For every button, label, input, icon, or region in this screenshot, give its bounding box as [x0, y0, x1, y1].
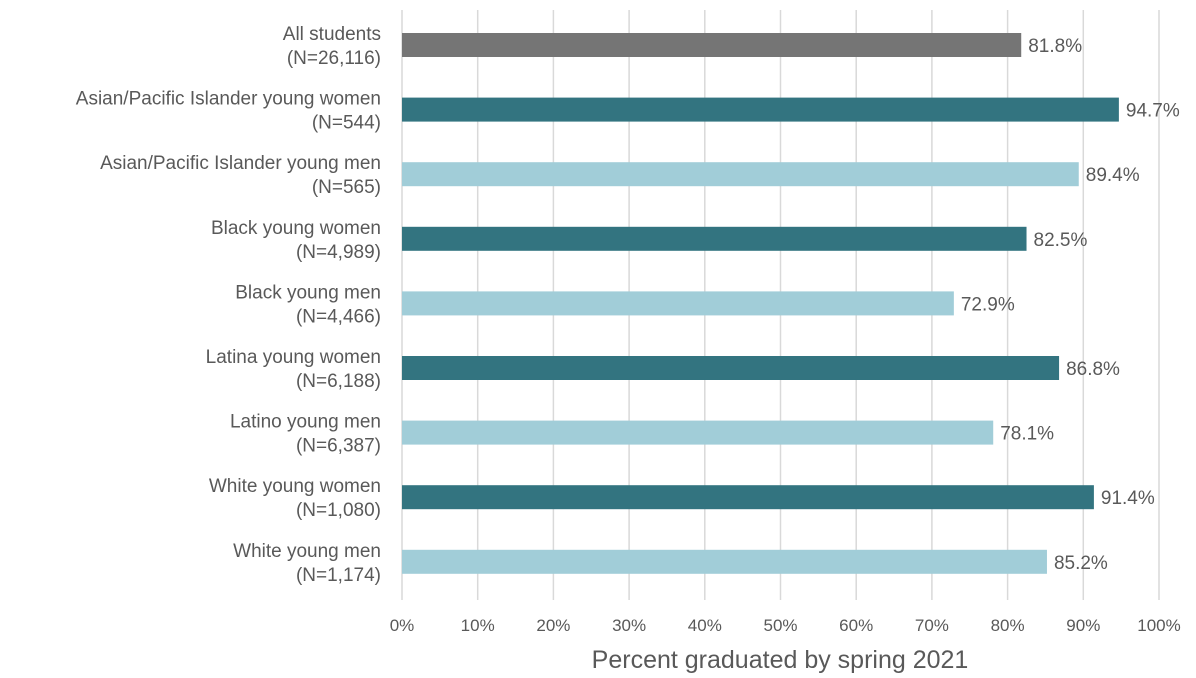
- bar: [402, 485, 1094, 510]
- x-tick-label: 90%: [1066, 616, 1100, 635]
- bar: [402, 420, 994, 445]
- category-sample-size: (N=544): [312, 113, 381, 134]
- category-label: White young women: [209, 476, 381, 497]
- category-sample-size: (N=6,188): [296, 371, 381, 392]
- x-axis-title: Percent graduated by spring 2021: [592, 646, 969, 673]
- category-label: Asian/Pacific Islander young men: [100, 153, 381, 174]
- category-label: All students: [283, 24, 381, 45]
- bar-value-label: 81.8%: [1028, 36, 1082, 57]
- category-sample-size: (N=4,989): [296, 242, 381, 263]
- x-tick-label: 80%: [991, 616, 1025, 635]
- x-tick-label: 50%: [763, 616, 797, 635]
- bar: [402, 356, 1060, 380]
- category-sample-size: (N=4,466): [296, 306, 381, 327]
- bar: [402, 549, 1047, 574]
- bar-value-label: 85.2%: [1054, 553, 1108, 574]
- bar-value-label: 89.4%: [1086, 165, 1140, 186]
- category-label: White young men: [233, 541, 381, 562]
- x-axis-ticks: 0% 10% 20% 30% 40% 50% 60% 70% 80% 90% 100%: [390, 616, 1181, 635]
- x-tick-label: 30%: [612, 616, 646, 635]
- category-sample-size: (N=1,174): [296, 565, 381, 586]
- category-label: Latino young men: [230, 412, 381, 433]
- x-tick-label: 20%: [536, 616, 570, 635]
- category-label: Asian/Pacific Islander young women: [76, 89, 381, 110]
- x-tick-label: 100%: [1137, 616, 1180, 635]
- x-tick-label: 0%: [390, 616, 415, 635]
- category-sample-size: (N=26,116): [287, 48, 381, 69]
- category-sample-size: (N=6,387): [296, 436, 381, 457]
- bar-value-label: 72.9%: [961, 294, 1015, 315]
- bar-value-label: 78.1%: [1000, 424, 1054, 445]
- bar: [402, 97, 1119, 122]
- x-tick-label: 10%: [461, 616, 495, 635]
- category-labels: All students (N=26,116) Asian/Pacific Isla…: [76, 24, 381, 586]
- bar-value-label: 94.7%: [1126, 101, 1180, 122]
- bar: [402, 226, 1027, 251]
- value-labels: 81.8% 94.7% 89.4% 82.5% 72.9% 86.8% 78.1% 91.4%…: [961, 36, 1180, 574]
- category-label: Black young men: [235, 282, 381, 303]
- x-tick-label: 60%: [839, 616, 873, 635]
- category-label: Latina young women: [206, 347, 381, 368]
- category-sample-size: (N=565): [312, 177, 381, 198]
- bars: [402, 33, 1119, 574]
- category-sample-size: (N=1,080): [296, 500, 381, 521]
- bar-value-label: 91.4%: [1101, 488, 1155, 509]
- bar-value-label: 82.5%: [1034, 230, 1088, 251]
- bar-value-label: 86.8%: [1066, 359, 1120, 380]
- bar: [402, 162, 1079, 187]
- bar: [402, 33, 1022, 57]
- x-tick-label: 70%: [915, 616, 949, 635]
- category-label: Black young women: [211, 218, 381, 239]
- x-tick-label: 40%: [688, 616, 722, 635]
- bar: [402, 291, 954, 316]
